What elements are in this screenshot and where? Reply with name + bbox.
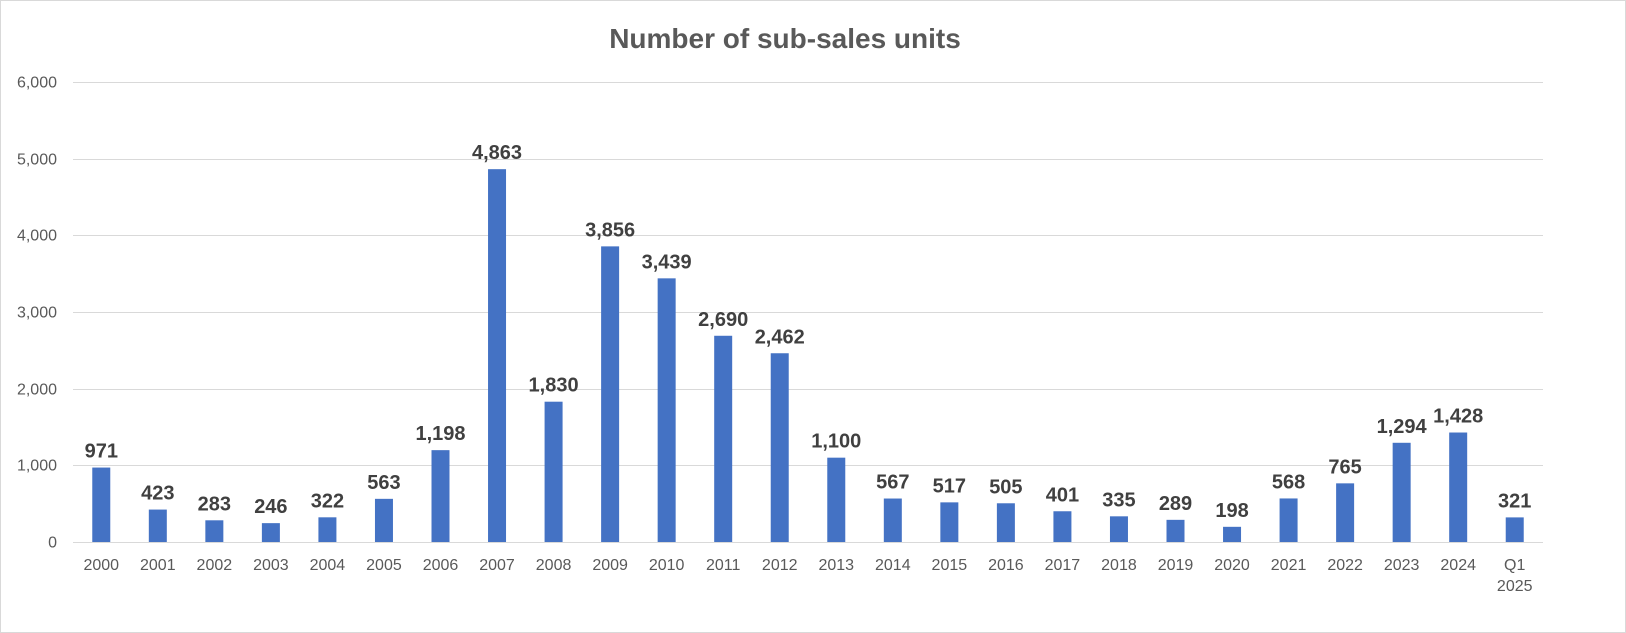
gridlines [73, 82, 1543, 543]
bar [92, 467, 111, 542]
y-axis-ticks: 0 1,000 2,000 3,000 4,000 5,000 6,000 [17, 75, 57, 552]
x-tick-label: 2018 [1101, 557, 1137, 574]
data-label: 2,462 [755, 326, 805, 348]
bar [827, 457, 846, 542]
data-label: 4,863 [472, 142, 522, 164]
bar [1449, 432, 1468, 542]
x-tick-label: 2003 [253, 557, 289, 574]
bar [318, 517, 337, 542]
x-tick-label: 2006 [423, 557, 459, 574]
x-tick-label: 2017 [1045, 557, 1081, 574]
x-tick-label: 2007 [479, 557, 515, 574]
bar [148, 509, 167, 542]
data-label: 765 [1328, 456, 1361, 478]
data-label: 1,428 [1433, 406, 1483, 428]
x-tick-label: 2019 [1158, 557, 1194, 574]
data-label: 289 [1159, 493, 1192, 515]
bar [1053, 511, 1072, 542]
x-tick-label: 2004 [310, 557, 346, 574]
data-label: 971 [85, 441, 118, 463]
bar [657, 278, 676, 542]
data-label: 568 [1272, 471, 1305, 493]
x-tick-label: 2021 [1271, 557, 1307, 574]
data-label: 563 [367, 472, 400, 494]
y-tick-label: 1,000 [17, 458, 57, 475]
data-label: 246 [254, 496, 287, 518]
data-label: 335 [1102, 489, 1135, 511]
bar [544, 401, 563, 542]
bar [770, 353, 789, 542]
data-label: 283 [198, 493, 231, 515]
data-label: 1,100 [811, 431, 861, 453]
x-tick-label: 2010 [649, 557, 685, 574]
bar [431, 450, 450, 542]
y-tick-label: 6,000 [17, 75, 57, 92]
bar [1505, 517, 1524, 542]
x-tick-label: 2020 [1214, 557, 1250, 574]
bar [883, 498, 902, 542]
data-label: 1,830 [529, 375, 579, 397]
y-tick-label: 0 [48, 535, 57, 552]
x-tick-label: 2023 [1384, 557, 1420, 574]
y-tick-label: 4,000 [17, 228, 57, 245]
bar [1392, 442, 1411, 542]
x-tick-label: 2009 [592, 557, 628, 574]
bar [261, 523, 280, 542]
x-tick-label: 2001 [140, 557, 176, 574]
data-label: 401 [1046, 484, 1079, 506]
x-tick-label: 2000 [83, 557, 119, 574]
y-tick-label: 2,000 [17, 382, 57, 399]
x-tick-label: 2016 [988, 557, 1024, 574]
data-label: 3,439 [642, 251, 692, 273]
bar [940, 502, 959, 542]
x-tick-label: 2012 [762, 557, 798, 574]
bar [1109, 516, 1128, 542]
x-tick-label: 2014 [875, 557, 911, 574]
x-tick-label: Q1 [1504, 557, 1525, 574]
x-tick-label: 2022 [1327, 557, 1363, 574]
x-tick-label: 2013 [818, 557, 854, 574]
bar [1166, 519, 1185, 542]
data-label: 505 [989, 476, 1022, 498]
x-tick-label: 2002 [197, 557, 233, 574]
bar [1279, 498, 1298, 542]
data-labels: 971 423 283 246 322 563 1,198 4,863 1,830 3,856 3,… [85, 142, 1532, 522]
data-label: 2,690 [698, 309, 748, 331]
x-tick-label: 2015 [932, 557, 968, 574]
x-tick-label: 2025 [1497, 578, 1533, 595]
bar [205, 520, 224, 542]
chart-title: Number of sub-sales units [609, 23, 961, 54]
bar [1223, 526, 1242, 542]
x-tick-label: 2005 [366, 557, 402, 574]
y-tick-label: 5,000 [17, 152, 57, 169]
y-tick-label: 3,000 [17, 305, 57, 322]
data-label: 321 [1498, 490, 1531, 512]
data-label: 198 [1215, 500, 1248, 522]
bar [1336, 483, 1355, 542]
data-label: 1,198 [415, 423, 465, 445]
data-label: 3,856 [585, 219, 635, 241]
data-label: 322 [311, 490, 344, 512]
bar [714, 335, 733, 542]
data-label: 423 [141, 483, 174, 505]
x-tick-label: 2024 [1440, 557, 1476, 574]
x-tick-label: 2011 [706, 557, 741, 574]
x-axis-ticks: 2000 2001 2002 2003 2004 2005 2006 2007 2008 2009… [83, 557, 1532, 595]
bar [374, 498, 393, 542]
bars [92, 169, 1524, 543]
data-label: 567 [876, 472, 909, 494]
data-label: 517 [933, 475, 966, 497]
bar [996, 503, 1015, 542]
bar [601, 246, 620, 542]
bar [488, 169, 507, 543]
x-tick-label: 2008 [536, 557, 572, 574]
data-label: 1,294 [1377, 416, 1428, 438]
